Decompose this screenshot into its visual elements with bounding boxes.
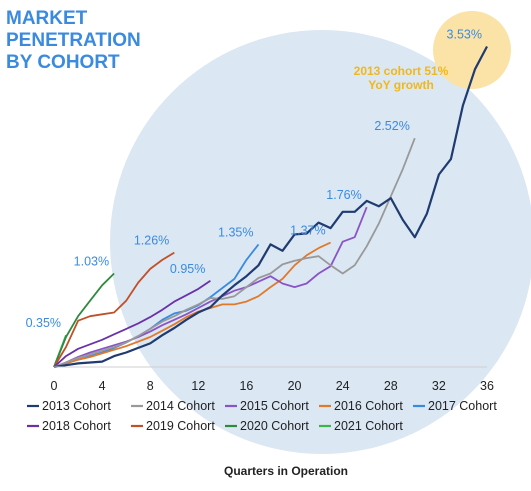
- x-tick-label: 36: [480, 379, 494, 393]
- series-line-2019-cohort: [53, 251, 175, 368]
- x-tick-label: 0: [51, 379, 58, 393]
- title-line-3: BY COHORT: [6, 52, 120, 73]
- legend-item-2021-cohort: 2021 Cohort: [319, 419, 403, 433]
- series-line-2020-cohort: [53, 272, 115, 368]
- x-axis-ticks: 0 4 8 12 16 20 24 28 32 36: [51, 379, 494, 393]
- legend-label: 2015 Cohort: [240, 399, 309, 413]
- x-axis-title: Quarters in Operation: [224, 464, 348, 478]
- growth-callout: 2013 cohort 51% YoY growth: [354, 64, 449, 92]
- chart-title: MARKET PENETRATION BY COHORT: [6, 8, 141, 73]
- legend-label: 2020 Cohort: [240, 419, 309, 433]
- data-label: 1.37%: [290, 224, 325, 238]
- series-line-2015-cohort: [53, 206, 368, 368]
- callout-line-1: 2013 cohort 51%: [354, 64, 449, 78]
- series-line-2016-cohort: [53, 241, 331, 368]
- data-label: 2.52%: [374, 119, 409, 133]
- x-tick-label: 28: [384, 379, 398, 393]
- legend-item-2013-cohort: 2013 Cohort: [27, 399, 111, 413]
- legend-item-2019-cohort: 2019 Cohort: [131, 419, 215, 433]
- x-tick-label: 16: [239, 379, 253, 393]
- background-bubble: [110, 30, 531, 454]
- legend-label: 2014 Cohort: [146, 399, 215, 413]
- title-line-1: MARKET: [6, 8, 88, 29]
- legend: 2013 Cohort 2014 Cohort 2015 Cohort 2016 Co…: [27, 399, 497, 433]
- series-layer: [53, 45, 488, 369]
- series-line-2013-cohort: [53, 45, 488, 369]
- data-label: 1.35%: [218, 225, 253, 239]
- series-line-2014-cohort: [53, 137, 416, 368]
- title-line-2: PENETRATION: [6, 30, 141, 51]
- x-tick-label: 24: [336, 379, 350, 393]
- legend-item-2017-cohort: 2017 Cohort: [413, 399, 497, 413]
- x-tick-label: 20: [288, 379, 302, 393]
- callout-line-2: YoY growth: [368, 78, 434, 92]
- legend-item-2016-cohort: 2016 Cohort: [319, 399, 403, 413]
- x-tick-label: 32: [432, 379, 446, 393]
- x-tick-label: 8: [147, 379, 154, 393]
- legend-label: 2021 Cohort: [334, 419, 403, 433]
- legend-label: 2016 Cohort: [334, 399, 403, 413]
- data-label: 0.95%: [170, 262, 205, 276]
- legend-label: 2013 Cohort: [42, 399, 111, 413]
- legend-item-2015-cohort: 2015 Cohort: [225, 399, 309, 413]
- legend-label: 2018 Cohort: [42, 419, 111, 433]
- series-line-2018-cohort: [53, 280, 211, 368]
- data-label: 1.03%: [74, 254, 109, 268]
- x-tick-label: 12: [191, 379, 205, 393]
- data-labels: 0.35% 1.03% 1.26%0.95% 1.35% 1.37% 1.76% 2.52%…: [26, 28, 482, 331]
- legend-item-2014-cohort: 2014 Cohort: [131, 399, 215, 413]
- legend-item-2020-cohort: 2020 Cohort: [225, 419, 309, 433]
- legend-item-2018-cohort: 2018 Cohort: [27, 419, 111, 433]
- highlight-bubble: [433, 11, 511, 89]
- legend-label: 2017 Cohort: [428, 399, 497, 413]
- x-tick-label: 4: [99, 379, 106, 393]
- data-label: 1.26%: [134, 234, 169, 248]
- data-label: 1.76%: [326, 188, 361, 202]
- legend-label: 2019 Cohort: [146, 419, 215, 433]
- data-label: 3.53%: [447, 28, 482, 42]
- data-label: 0.35%: [26, 316, 61, 330]
